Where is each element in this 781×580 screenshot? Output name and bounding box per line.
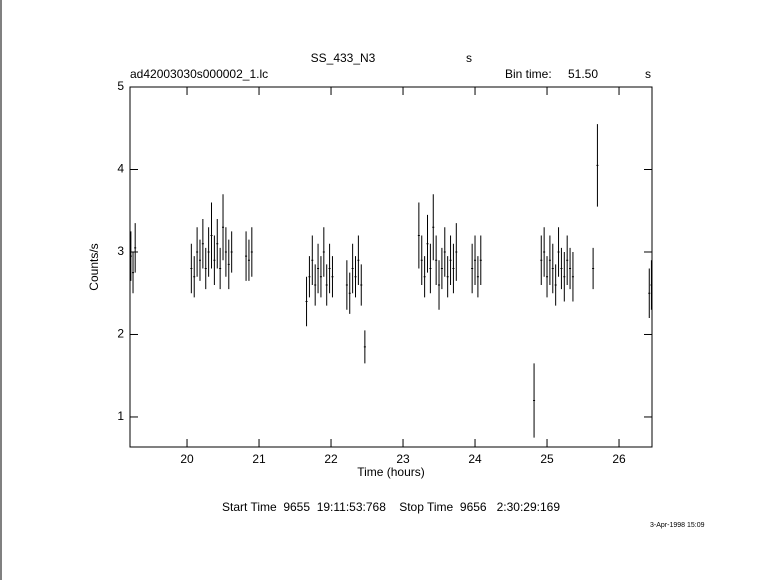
- error-bar: [455, 223, 458, 281]
- error-bar: [363, 330, 366, 364]
- error-bar: [190, 243, 193, 294]
- error-bar: [571, 251, 574, 302]
- error-bar: [247, 239, 250, 281]
- chart-title: SS_433_N3: [311, 51, 376, 65]
- plot-frame: [129, 86, 653, 448]
- x-tick-label: 26: [612, 452, 626, 466]
- error-bar: [132, 251, 135, 294]
- error-bar: [213, 235, 216, 285]
- error-bar: [533, 363, 536, 438]
- error-bar: [210, 202, 213, 269]
- bin-time-unit: s: [645, 67, 651, 81]
- error-bar: [328, 243, 331, 294]
- error-bar: [417, 202, 420, 269]
- error-bar: [354, 256, 357, 298]
- error-bar: [216, 218, 219, 269]
- error-bar: [322, 227, 325, 277]
- y-axis-label: Counts/s: [87, 243, 101, 290]
- error-bar: [435, 235, 438, 285]
- error-bar: [540, 235, 543, 285]
- error-bar: [351, 243, 354, 294]
- error-bar: [201, 218, 204, 269]
- footer: Start Time 9655 19:11:53:768 Stop Time 9…: [222, 500, 560, 514]
- error-bar: [546, 256, 549, 298]
- error-bar: [345, 260, 348, 310]
- error-bar: [207, 227, 210, 277]
- error-bar: [592, 247, 595, 290]
- y-tick-label: 1: [117, 409, 124, 423]
- error-bar: [596, 124, 599, 207]
- error-bar: [224, 227, 227, 277]
- error-bar: [650, 260, 653, 310]
- error-bar: [557, 227, 560, 277]
- error-bar: [443, 227, 446, 277]
- error-bar: [423, 256, 426, 298]
- error-bar: [446, 256, 449, 298]
- error-bar: [250, 227, 253, 277]
- x-tick-label: 25: [540, 452, 554, 466]
- error-bar: [648, 268, 651, 318]
- error-bar: [560, 247, 563, 290]
- error-bar: [193, 256, 196, 298]
- error-bar: [569, 247, 572, 290]
- x-tick-label: 23: [396, 452, 410, 466]
- x-tick-label: 21: [252, 452, 266, 466]
- y-tick-label: 3: [117, 244, 124, 258]
- error-bar: [129, 231, 132, 281]
- y-tick-label: 4: [117, 162, 124, 176]
- bin-time-label: Bin time:: [505, 67, 552, 81]
- error-bar: [426, 214, 429, 273]
- error-bar: [474, 235, 477, 285]
- error-bar: [134, 223, 137, 273]
- error-bar: [438, 260, 441, 310]
- error-bar: [230, 231, 233, 273]
- error-bar: [471, 243, 474, 294]
- error-bar: [311, 235, 314, 285]
- error-bar: [219, 247, 222, 290]
- error-bar: [305, 276, 308, 327]
- error-bar: [222, 194, 225, 261]
- x-tick-label: 24: [468, 452, 482, 466]
- error-bar: [440, 247, 443, 290]
- error-bar: [360, 264, 363, 306]
- error-bar: [452, 243, 455, 294]
- error-bar: [563, 251, 566, 302]
- error-bar: [204, 247, 207, 290]
- x-tick-label: 22: [324, 452, 338, 466]
- y-tick-label: 2: [117, 327, 124, 341]
- error-bar: [331, 256, 334, 298]
- error-bar: [429, 243, 432, 294]
- error-bar: [314, 264, 317, 306]
- error-bar: [432, 194, 435, 261]
- error-bar: [566, 235, 569, 285]
- error-bar: [317, 243, 320, 294]
- title-suffix: s: [466, 51, 472, 65]
- error-bar: [325, 264, 328, 306]
- x-axis-label: Time (hours): [357, 465, 425, 479]
- y-tick-label: 5: [117, 79, 124, 93]
- error-bar: [479, 235, 482, 285]
- error-bar: [449, 235, 452, 285]
- error-bar: [319, 256, 322, 298]
- error-bar: [348, 272, 351, 314]
- error-bar: [548, 235, 551, 285]
- error-bar: [227, 239, 230, 290]
- error-bar: [308, 256, 311, 298]
- file-label: ad42003030s000002_1.lc: [130, 67, 268, 81]
- error-bar: [198, 239, 201, 281]
- error-bar: [551, 243, 554, 294]
- error-bar: [554, 264, 557, 306]
- bin-time: 51.50: [568, 67, 598, 81]
- error-bar: [357, 235, 360, 285]
- error-bar: [476, 256, 479, 298]
- error-bar: [245, 231, 248, 281]
- error-bar: [543, 227, 546, 277]
- error-bar: [420, 235, 423, 285]
- date-stamp: 3-Apr-1998 15:09: [650, 522, 705, 529]
- error-bar: [196, 227, 199, 277]
- x-tick-label: 20: [180, 452, 194, 466]
